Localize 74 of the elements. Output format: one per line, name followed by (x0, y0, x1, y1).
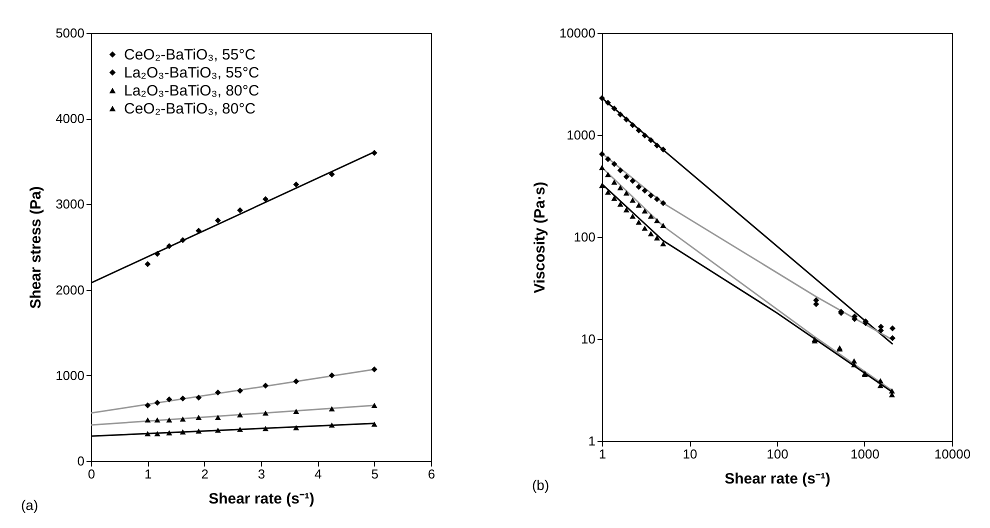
point (154, 417, 160, 423)
y-tick-label: 4000 (56, 111, 84, 126)
x-tick-label: 6 (428, 466, 436, 482)
x-tick-label: 4 (314, 466, 322, 482)
point (371, 150, 378, 156)
y-tick-label: 2000 (56, 282, 84, 298)
point (371, 366, 378, 372)
point (371, 422, 378, 427)
point (196, 414, 202, 420)
y-axis-title: Shear stress (Pa) (28, 186, 45, 309)
point (237, 426, 244, 432)
y-tick-label: 1 (588, 434, 596, 448)
point (154, 250, 160, 257)
legend-label: CeO₂-BaTiO₃, 55°C (124, 46, 256, 64)
point (237, 207, 244, 214)
y-tick-label: 10 (581, 332, 596, 346)
point (180, 237, 186, 244)
legend-label: CeO₂-BaTiO₃, 80°C (124, 100, 256, 118)
point (237, 412, 244, 418)
point (214, 414, 221, 420)
y-tick-label: 10000 (559, 26, 596, 40)
point (196, 394, 202, 401)
point (328, 372, 335, 378)
point (196, 428, 202, 434)
text: (a) (21, 497, 38, 513)
point (214, 428, 221, 433)
point (180, 396, 186, 402)
point (293, 425, 300, 430)
point (262, 426, 269, 432)
point (371, 402, 378, 408)
point (237, 388, 244, 394)
point (166, 396, 172, 402)
x-tick-label: 2 (201, 466, 208, 482)
point (293, 378, 300, 384)
point (180, 416, 186, 422)
x-tick-label: 0 (88, 466, 96, 482)
point (166, 243, 172, 250)
point (293, 408, 300, 414)
x-axis-title: Shear rate (s⁻¹) (208, 490, 314, 508)
y-tick-label: 5000 (56, 26, 84, 40)
point (154, 431, 160, 436)
y-axis-title: Viscosity (Pa·s) (531, 182, 548, 294)
x-tick-label: 1 (598, 446, 606, 462)
point (144, 431, 151, 436)
x-tick-label: 3 (258, 466, 266, 482)
y-tick-label: 3000 (56, 196, 84, 212)
point (144, 261, 151, 268)
point (214, 390, 221, 396)
point (144, 402, 151, 408)
point (214, 217, 221, 224)
x-axis-title: Shear rate (s⁻¹) (724, 470, 830, 488)
x-tick-label: 100 (766, 446, 788, 462)
point (262, 196, 269, 202)
y-tick-label: 1000 (566, 128, 596, 142)
legend-label: La₂O₃-BaTiO₃, 55°C (124, 64, 260, 82)
legend-label: La₂O₃-BaTiO₃, 80°C (124, 82, 260, 100)
point (166, 417, 172, 423)
x-tick-label: 10 (682, 446, 698, 462)
x-tick-label: 1 (144, 466, 152, 482)
text: (b) (532, 477, 550, 493)
point (144, 417, 151, 423)
y-tick-label: 100 (574, 230, 596, 244)
point (262, 382, 269, 389)
x-tick-label: 10000 (934, 446, 971, 462)
point (293, 182, 300, 188)
point (328, 422, 335, 428)
point (328, 406, 335, 412)
point (180, 429, 186, 434)
point (166, 430, 172, 436)
x-tick-label: 1000 (850, 446, 880, 462)
point (262, 410, 269, 416)
y-tick-label: 1000 (56, 368, 84, 383)
x-tick-label: 5 (371, 466, 378, 482)
point (154, 400, 160, 406)
